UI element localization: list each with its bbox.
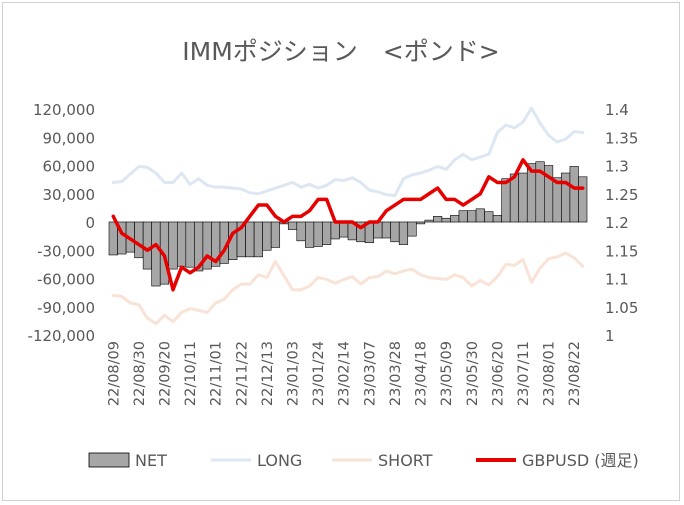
x-tick-label: 23/08/22 xyxy=(567,341,583,406)
y-left-tick-label: -90,000 xyxy=(37,299,95,317)
y-left-tick-label: 90,000 xyxy=(43,129,96,147)
legend-item: SHORT xyxy=(332,451,433,470)
legend-swatch-net xyxy=(88,452,130,468)
x-tick-label: 23/08/01 xyxy=(542,341,558,406)
y-right-tick-label: 1.4 xyxy=(605,101,629,119)
net-bar xyxy=(415,221,426,225)
gbpusd-line xyxy=(111,158,585,292)
net-bar xyxy=(322,221,332,245)
series-lines-layer xyxy=(111,106,585,326)
y-right-tick-label: 1.15 xyxy=(605,242,638,260)
net-bar xyxy=(407,221,417,237)
y-right-tick-label: 1.35 xyxy=(605,129,638,147)
x-tick-label: 22/08/09 xyxy=(106,341,122,406)
net-bar xyxy=(262,221,272,251)
legend-label: LONG xyxy=(257,451,302,470)
y-left-tick-labels: 120,000 90,000 60,000 30,000 0 -30,000 -60,000… xyxy=(28,101,95,345)
y-right-tick-label: 1.2 xyxy=(605,214,629,232)
net-bar xyxy=(398,221,409,245)
x-tick-label: 23/03/07 xyxy=(362,341,378,406)
net-bar xyxy=(578,176,588,223)
x-tick-label: 22/10/11 xyxy=(183,341,199,406)
short-line xyxy=(111,251,585,326)
y-right-tick-label: 1.25 xyxy=(605,186,638,204)
x-tick-label: 22/11/22 xyxy=(234,341,250,406)
net-bar xyxy=(450,215,460,223)
net-bar xyxy=(185,221,195,268)
net-bar xyxy=(253,221,263,258)
chart-title: IMMポジション <ポンド> xyxy=(182,37,499,66)
net-bar xyxy=(339,221,349,238)
y-left-tick-label: -120,000 xyxy=(28,327,95,345)
legend: NET LONG SHORT GBPUSD (週足) xyxy=(88,451,639,470)
net-bar xyxy=(151,221,161,287)
x-tick-label: 23/05/30 xyxy=(465,341,481,406)
x-tick-label: 22/08/30 xyxy=(132,341,148,406)
legend-item: GBPUSD (週足) xyxy=(476,451,639,470)
y-right-tick-labels: 1.4 1.35 1.3 1.25 1.2 1.15 1.1 1.05 1 xyxy=(605,101,638,345)
y-right-tick-label: 1 xyxy=(605,327,615,345)
y-right-tick-label: 1.05 xyxy=(605,299,638,317)
x-tick-labels: 22/08/09 22/08/30 22/09/20 22/10/11 22/11/01… xyxy=(106,341,583,406)
x-tick-label: 23/02/14 xyxy=(337,341,353,406)
chart-frame: IMMポジション <ポンド> 120,000 90,000 60,000 30,000… xyxy=(2,2,680,501)
x-tick-label: 23/04/18 xyxy=(414,341,430,406)
net-bar xyxy=(134,221,144,259)
net-bar xyxy=(492,215,502,223)
y-left-tick-label: 0 xyxy=(85,214,95,232)
net-bar xyxy=(552,177,562,223)
legend-item: NET xyxy=(88,451,167,470)
net-bar xyxy=(509,173,520,223)
net-bar xyxy=(305,221,315,248)
net-bar xyxy=(433,216,443,223)
x-tick-label: 23/07/11 xyxy=(516,341,532,406)
y-right-tick-label: 1.3 xyxy=(605,158,629,176)
x-tick-label: 23/06/20 xyxy=(490,341,506,406)
y-left-tick-label: 120,000 xyxy=(33,101,95,119)
net-bar xyxy=(245,221,255,258)
legend-item: LONG xyxy=(211,451,302,470)
y-right-tick-label: 1.1 xyxy=(605,271,629,289)
x-tick-label: 22/11/01 xyxy=(209,341,225,406)
net-bar xyxy=(569,166,579,223)
x-tick-label: 23/05/09 xyxy=(439,341,455,406)
legend-label: SHORT xyxy=(378,451,433,470)
y-left-tick-label: -30,000 xyxy=(37,242,95,260)
net-bar xyxy=(270,221,281,248)
y-left-tick-label: 60,000 xyxy=(43,158,96,176)
net-bar xyxy=(518,172,528,223)
net-bar xyxy=(424,219,434,223)
net-bar xyxy=(296,221,306,242)
x-tick-label: 23/01/24 xyxy=(311,341,327,406)
net-bar xyxy=(168,221,178,270)
net-bar xyxy=(330,221,340,240)
x-tick-label: 23/01/03 xyxy=(286,341,302,406)
legend-label: GBPUSD (週足) xyxy=(522,451,639,470)
net-bar xyxy=(142,221,152,270)
x-tick-label: 23/03/28 xyxy=(388,341,404,406)
y-left-tick-label: -60,000 xyxy=(37,271,95,289)
net-bar xyxy=(108,221,118,256)
x-tick-label: 22/12/13 xyxy=(260,341,276,406)
net-bar xyxy=(313,221,323,247)
net-bar xyxy=(373,221,383,239)
net-bar xyxy=(475,208,485,223)
chart-svg: IMMポジション <ポンド> 120,000 90,000 60,000 30,000… xyxy=(28,37,639,470)
net-bar xyxy=(501,178,511,223)
net-bar xyxy=(484,211,494,223)
net-bar xyxy=(561,172,571,223)
net-bar xyxy=(467,210,477,223)
net-bar xyxy=(381,221,391,239)
net-bar xyxy=(441,217,451,223)
legend-label: NET xyxy=(135,451,167,470)
long-line xyxy=(111,106,585,198)
y-left-tick-label: 30,000 xyxy=(43,186,96,204)
net-bar xyxy=(287,221,298,230)
x-tick-label: 22/09/20 xyxy=(157,341,173,406)
net-bar xyxy=(390,221,400,243)
net-bar xyxy=(176,221,187,267)
net-bar xyxy=(458,210,468,223)
